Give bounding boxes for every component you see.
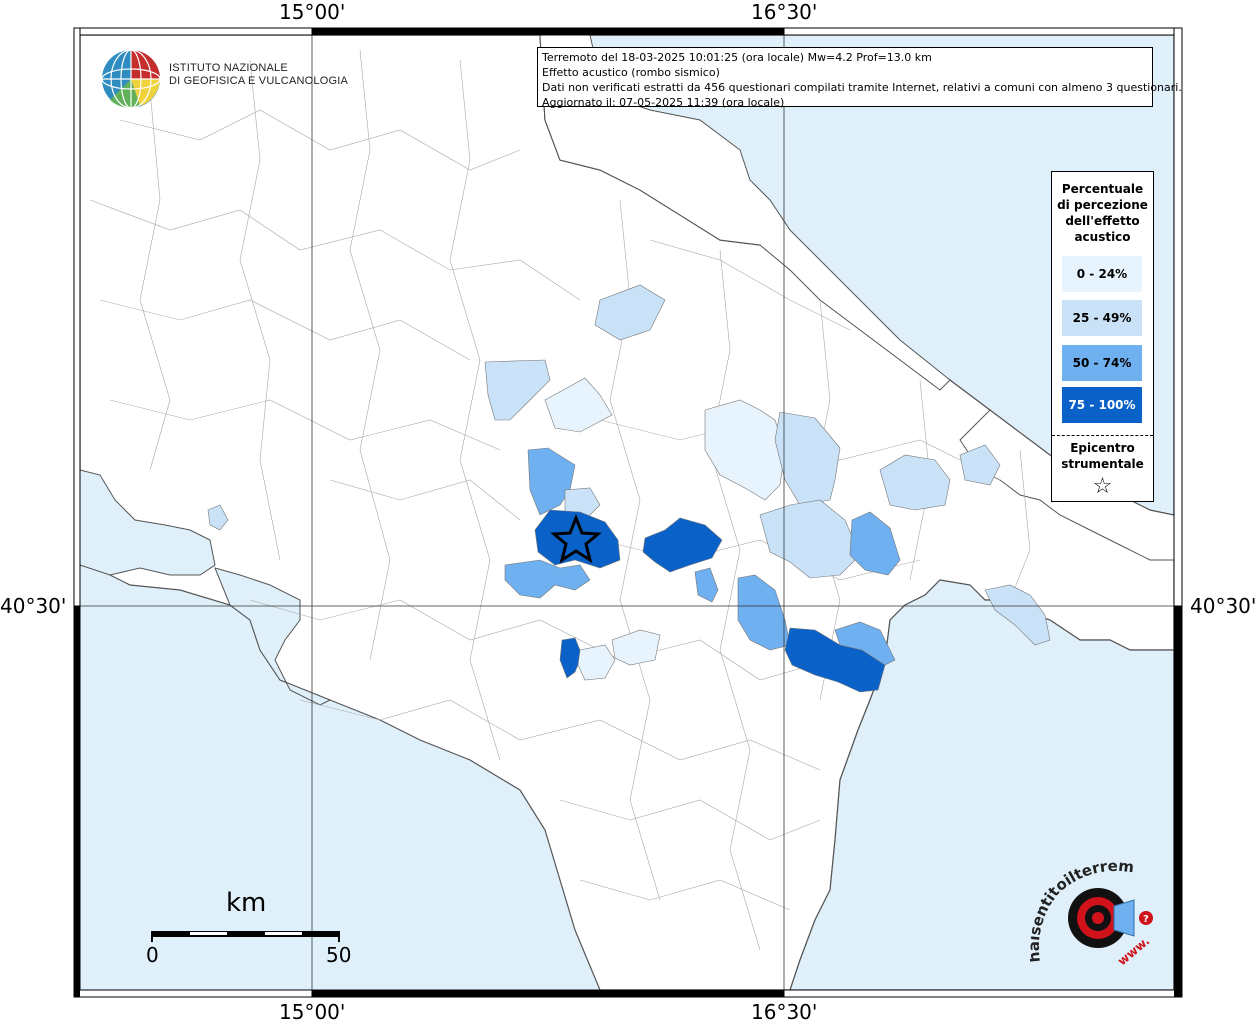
land-gargano [539, 34, 951, 391]
legend-item-0-24: 0 - 24% [1062, 256, 1142, 292]
ingv-logo [100, 48, 310, 110]
region-mid-2 [504, 559, 591, 599]
ingv-name-line2: DI GEOFISICA E VULCANOLOGIA [169, 75, 348, 87]
legend-item-25-49: 25 - 49% [1062, 300, 1142, 336]
sea-taranto [789, 579, 1175, 991]
felt-regions [207, 284, 1051, 693]
haisentito-logo: haisentitoilterremoto.it ? www. [1025, 848, 1166, 978]
svg-text:?: ? [1143, 914, 1149, 925]
epicenter-star [550, 513, 602, 564]
legend-title: Percentuale di percezione dell'effetto a… [1052, 181, 1153, 245]
region-light-4 [774, 411, 841, 506]
legend-title-line3: dell'effetto [1065, 214, 1140, 228]
region-light-7 [959, 444, 1001, 486]
map-frame [73, 27, 1183, 998]
legend-separator [1052, 435, 1153, 436]
region-light-9 [207, 504, 229, 531]
region-mid-4 [849, 511, 901, 576]
region-light-5 [759, 499, 861, 579]
sea-gulf-salerno [214, 567, 332, 706]
effect-line: Effetto acustico (rombo sismico) [542, 66, 720, 79]
ingv-name-line1: ISTITUTO NAZIONALE [169, 62, 288, 74]
legend-item-75-100: 75 - 100% [1062, 387, 1142, 423]
region-light-2 [594, 284, 666, 341]
region-light-8 [984, 584, 1051, 646]
legend-title-line2: di percezione [1057, 198, 1148, 212]
www-text: www. [1115, 934, 1152, 969]
scale-end: 50 [326, 943, 352, 967]
left-tick-40-30: 40°30' [0, 594, 67, 618]
epicenter-legend-line2: strumentale [1061, 457, 1144, 471]
bottom-tick-15: 15°00' [279, 1000, 346, 1024]
seismic-signal-icon: haisentitoilterremoto.it ? www. [1025, 848, 1153, 969]
event-info-box: Terremoto del 18-03-2025 10:01:25 (ora l… [537, 47, 1182, 109]
epicenter-legend-title: Epicentro strumentale [1052, 440, 1153, 472]
legend-item-50-74: 50 - 74% [1062, 345, 1142, 381]
region-mid-6 [834, 621, 896, 666]
region-pale-3 [577, 644, 616, 681]
region-dark-3 [784, 627, 886, 693]
top-tick-16-30: 16°30' [751, 0, 818, 24]
legend: Percentuale di percezione dell'effetto a… [1051, 171, 1154, 502]
region-light-1 [484, 359, 551, 421]
event-line: Terremoto del 18-03-2025 10:01:25 (ora l… [542, 51, 932, 64]
right-tick-40-30: 40°30' [1190, 594, 1255, 618]
globe-icon [101, 49, 161, 109]
region-light-6 [879, 454, 951, 511]
region-mid-3 [694, 567, 719, 603]
legend-title-line4: acustico [1074, 230, 1131, 244]
epicenter-legend-line1: Epicentro [1070, 441, 1135, 455]
region-pale-1 [544, 377, 613, 433]
region-pale-4 [611, 629, 661, 666]
legend-title-line1: Percentuale [1061, 182, 1144, 196]
data-note-line: Dati non verificati estratti da 456 ques… [542, 81, 1182, 94]
updated-line: Aggiornato il: 07-05-2025 11:39 (ora loc… [542, 96, 785, 109]
scale-bar [151, 931, 340, 942]
ingv-name: ISTITUTO NAZIONALE DI GEOFISICA E VULCAN… [169, 62, 348, 88]
region-dark-1 [534, 509, 621, 569]
top-tick-15: 15°00' [279, 0, 346, 24]
region-dark-2 [642, 517, 723, 573]
scale-start: 0 [146, 943, 159, 967]
scale-unit: km [226, 888, 267, 918]
sea-gulf [79, 469, 216, 576]
graticule [80, 35, 1174, 990]
region-dark-4 [559, 637, 583, 679]
bottom-tick-16-30: 16°30' [751, 1000, 818, 1024]
region-pale-2 [704, 399, 786, 501]
star-icon: ☆ [1092, 474, 1113, 499]
